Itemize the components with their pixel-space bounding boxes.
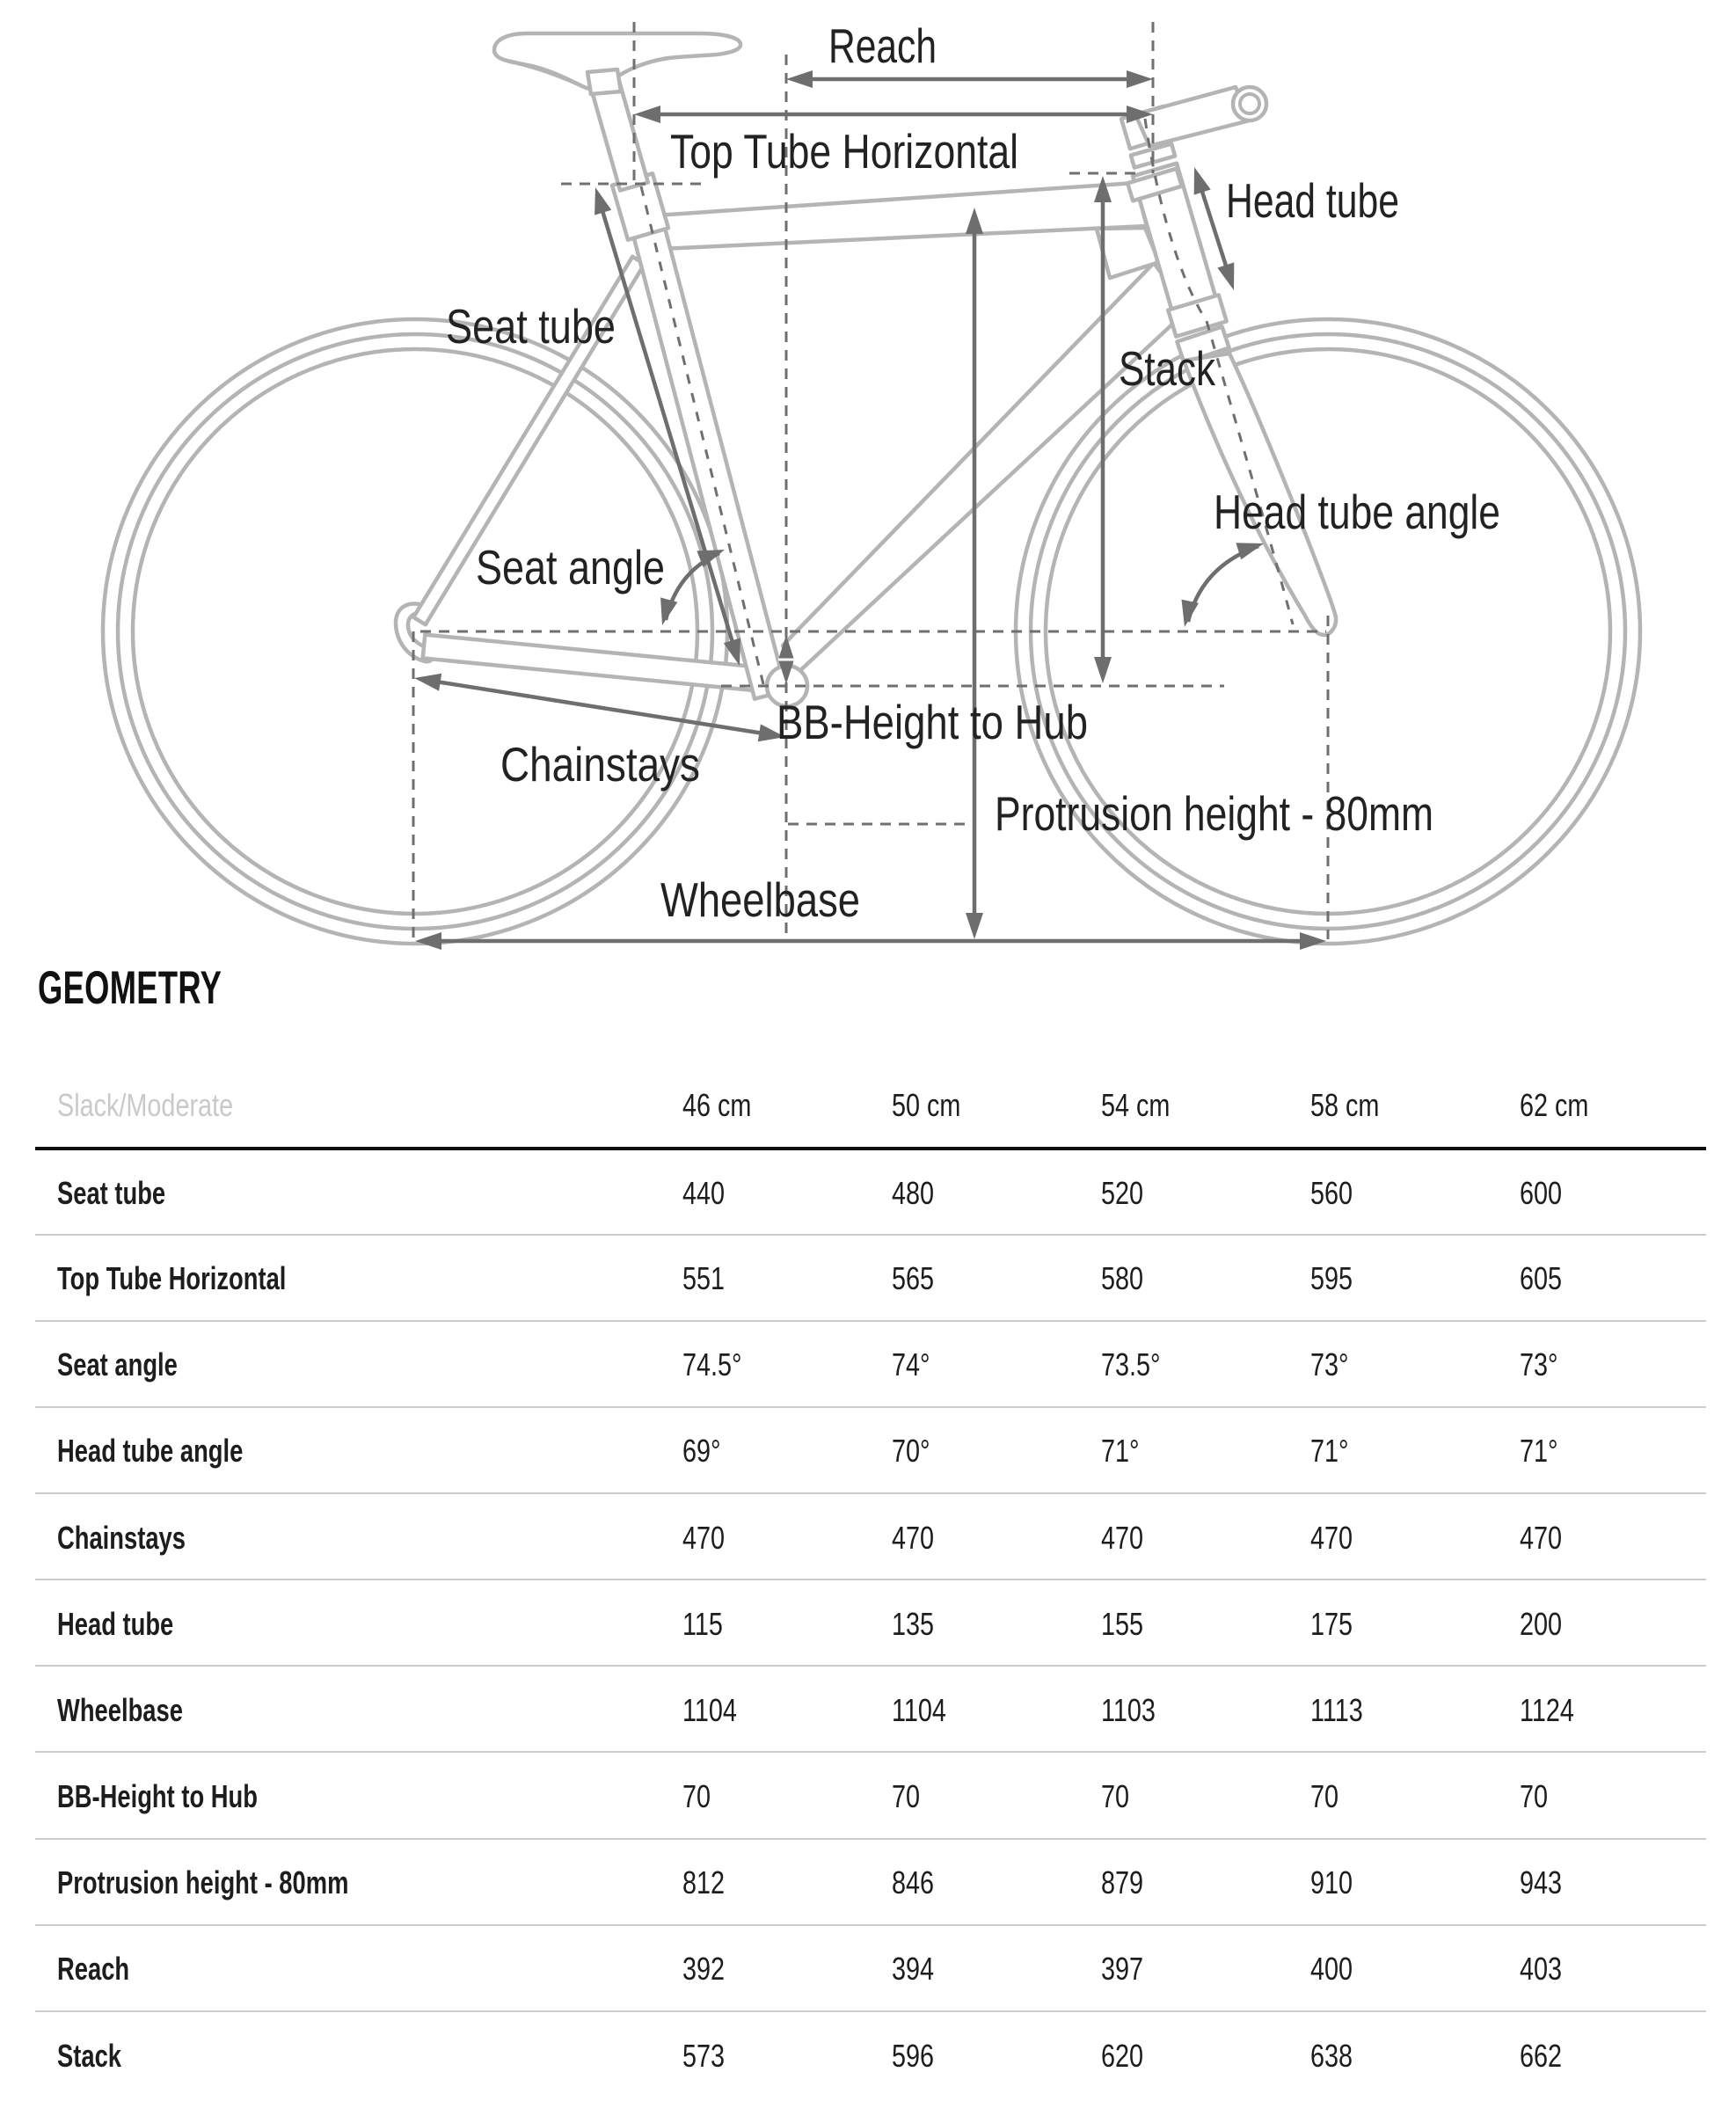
svg-text:Reach: Reach <box>828 18 937 73</box>
svg-text:Seat tube: Seat tube <box>446 299 616 354</box>
svg-text:BB-Height to Hub: BB-Height to Hub <box>777 695 1088 749</box>
svg-text:Seat angle: Seat angle <box>476 540 665 595</box>
svg-text:Top Tube Horizontal: Top Tube Horizontal <box>670 124 1018 179</box>
svg-text:Head tube: Head tube <box>1226 173 1399 228</box>
svg-text:Head tube angle: Head tube angle <box>1214 485 1500 539</box>
svg-text:Stack: Stack <box>1119 341 1215 396</box>
svg-text:Protrusion height - 80mm: Protrusion height - 80mm <box>995 786 1433 841</box>
svg-text:Chainstays: Chainstays <box>500 737 700 792</box>
svg-text:Wheelbase: Wheelbase <box>660 872 860 927</box>
